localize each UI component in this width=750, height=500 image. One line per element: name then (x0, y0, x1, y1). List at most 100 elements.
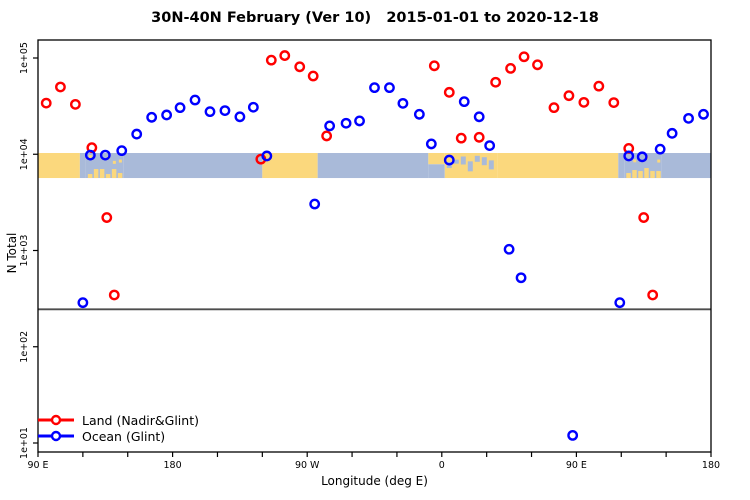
ocean-data-point (116, 145, 128, 157)
ocean-data-point (146, 111, 158, 123)
ocean-data-point (413, 108, 425, 120)
x-tick-label: 90 E (566, 460, 587, 471)
chart-title: 30N-40N February (Ver 10) 2015-01-01 to … (151, 10, 599, 26)
map-sea-patch (481, 157, 487, 166)
ocean-data-point (443, 154, 455, 166)
map-strip-ocean (123, 153, 263, 179)
map-strip-ocean (79, 153, 86, 179)
land-data-point (532, 59, 543, 71)
ocean-data-point (99, 149, 111, 161)
map-island (88, 155, 92, 159)
land-data-point (108, 289, 120, 301)
land-data-point (69, 98, 81, 110)
ocean-data-point (623, 150, 635, 162)
map-sea-patch (488, 160, 494, 170)
y-axis-title: N Total (5, 232, 19, 274)
x-axis-title: Longitude (deg E) (321, 474, 428, 488)
land-data-point (40, 97, 52, 109)
map-strip-coast (428, 153, 445, 165)
map-sea-patch (474, 155, 480, 162)
map-island (626, 173, 631, 179)
y-tick-label: 1e+03 (19, 235, 30, 267)
land-data-point (55, 81, 66, 93)
x-tick-label: 90 E (27, 460, 48, 471)
land-data-point (101, 212, 113, 223)
map-strip-ocean (661, 153, 711, 179)
ocean-series-marker-icon (38, 430, 74, 442)
y-tick-label: 1e+04 (19, 138, 30, 170)
land-data-point (578, 96, 590, 108)
map-strip-land (38, 153, 80, 179)
ocean-data-point (340, 117, 352, 129)
map-island (105, 174, 111, 179)
map-island (117, 173, 123, 179)
map-strip-ocean (317, 153, 429, 179)
y-tick-label: 1e+01 (19, 427, 30, 459)
land-series-marker-icon (38, 414, 74, 426)
ocean-data-point (384, 82, 395, 94)
map-island (644, 168, 649, 179)
land-data-point (279, 50, 291, 61)
x-tick-label: 180 (702, 460, 720, 471)
land-data-point (294, 61, 306, 73)
land-data-point (593, 80, 605, 92)
ocean-data-point (515, 272, 527, 284)
map-island (657, 159, 661, 163)
map-sea-patch (453, 159, 459, 164)
ocean-data-point (247, 101, 259, 113)
y-tick-label: 1e+02 (19, 331, 30, 363)
land-data-point (265, 54, 277, 66)
ocean-data-point (219, 105, 231, 117)
land-data-point (473, 131, 485, 143)
map-island (112, 160, 116, 164)
x-tick-label: 90 W (295, 460, 320, 471)
ocean-data-point (473, 111, 485, 123)
ocean-data-point (683, 112, 694, 124)
ocean-data-point (354, 115, 365, 127)
land-data-point (428, 60, 440, 72)
ocean-data-point (369, 82, 380, 94)
y-tick-label: 1e+05 (19, 42, 30, 74)
map-island (656, 171, 661, 179)
map-island (111, 169, 117, 179)
land-data-point (307, 70, 319, 82)
land-data-point (321, 130, 333, 142)
map-sea-patch (460, 156, 466, 165)
ocean-data-point (397, 97, 409, 109)
ocean-data-point (425, 138, 437, 150)
map-strip-land (497, 153, 619, 179)
plot-border (37, 39, 712, 453)
ocean-data-point (189, 94, 201, 106)
map-strip-islands (85, 153, 124, 179)
ocean-data-point (131, 128, 143, 140)
land-data-point (563, 90, 575, 102)
map-island (99, 169, 105, 179)
land-data-point (455, 132, 467, 144)
map-island (93, 169, 99, 179)
ocean-data-point (567, 429, 579, 441)
map-island (633, 159, 637, 163)
ocean-data-point (698, 108, 709, 120)
ocean-data-point (161, 109, 173, 121)
land-data-point (608, 97, 620, 109)
land-data-point (647, 289, 659, 301)
land-data-point (490, 76, 502, 88)
map-island (638, 171, 643, 179)
x-tick-label: 180 (164, 460, 182, 471)
land-data-point (518, 51, 530, 63)
legend-item-land: Land (Nadir&Glint) (38, 412, 199, 428)
land-data-point (505, 62, 516, 74)
ocean-data-point (174, 102, 186, 114)
map-island (118, 159, 122, 163)
ocean-data-point (636, 151, 648, 163)
ocean-data-point (77, 297, 89, 309)
map-island (87, 174, 93, 179)
ocean-data-point (309, 198, 321, 210)
legend-label-ocean: Ocean (Glint) (82, 428, 166, 444)
land-data-point (443, 86, 455, 98)
x-tick-label: 0 (439, 460, 445, 471)
ocean-data-point (324, 120, 336, 132)
ocean-data-point (204, 106, 216, 118)
ocean-data-point (84, 149, 96, 161)
